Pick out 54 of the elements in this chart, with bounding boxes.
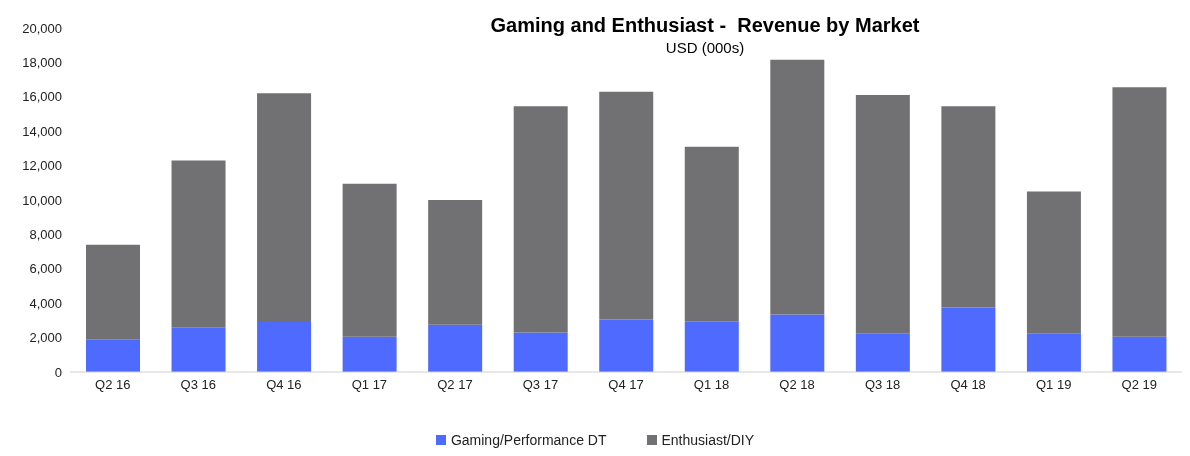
x-tick-label: Q3 16	[180, 377, 217, 393]
x-tick-label: Q4 17	[608, 377, 644, 393]
chart-title: Gaming and Enthusiast - Revenue by Market	[489, 14, 921, 37]
bar	[684, 146, 739, 322]
legend-label: Gaming/Performance DT	[449, 432, 607, 448]
bar	[684, 321, 739, 372]
x-tick-label: Q4 18	[950, 377, 986, 393]
x-tick-label: Q1 18	[693, 377, 730, 393]
x-tick-label: Q1 17	[351, 377, 388, 393]
bar	[86, 339, 140, 372]
bar	[1026, 333, 1081, 372]
bar	[941, 106, 996, 308]
bar	[599, 319, 654, 372]
bar	[171, 160, 226, 328]
x-tick-label: Q3 18	[864, 377, 901, 393]
legend-label: Enthusiast/DIY	[660, 432, 755, 448]
y-tick-label: 10,000	[22, 192, 62, 208]
bar	[428, 200, 483, 325]
text: USD (000s)	[664, 39, 746, 56]
bar	[1112, 87, 1167, 337]
bar	[257, 93, 312, 323]
x-tick-label: Q2 18	[779, 377, 815, 393]
bar	[513, 332, 568, 372]
y-tick-label: 8,000	[29, 227, 62, 243]
bar	[1112, 336, 1167, 372]
bar	[428, 324, 483, 372]
bar	[257, 322, 312, 372]
x-tick-label: Q4 16	[266, 377, 302, 393]
y-tick-label: 4,000	[29, 295, 62, 311]
y-tick-label: 16,000	[22, 89, 62, 105]
y-tick-label: 18,000	[22, 55, 62, 71]
y-tick-label: 6,000	[29, 261, 62, 277]
y-tick-label: 14,000	[22, 123, 62, 139]
bar	[342, 336, 397, 372]
bar	[599, 91, 654, 320]
bar	[513, 106, 568, 333]
bar	[770, 314, 825, 372]
x-tick-label: Q2 16	[95, 377, 131, 393]
bar	[171, 327, 226, 372]
y-tick-label: 0	[54, 364, 62, 380]
y-tick-label: 2,000	[29, 330, 62, 346]
bar	[1026, 191, 1081, 334]
bar	[855, 95, 910, 334]
x-tick-label: Q3 17	[522, 377, 559, 393]
y-tick-label: 12,000	[22, 158, 62, 174]
bar	[941, 307, 996, 372]
x-tick-label: Q1 19	[1035, 377, 1072, 393]
y-tick-label: 20,000	[22, 20, 62, 36]
bar	[342, 183, 397, 337]
x-tick-label: Q2 19	[1121, 377, 1157, 393]
bar	[86, 244, 140, 340]
x-tick-label: Q2 17	[437, 377, 473, 393]
bar	[770, 59, 825, 315]
bar	[855, 333, 910, 372]
